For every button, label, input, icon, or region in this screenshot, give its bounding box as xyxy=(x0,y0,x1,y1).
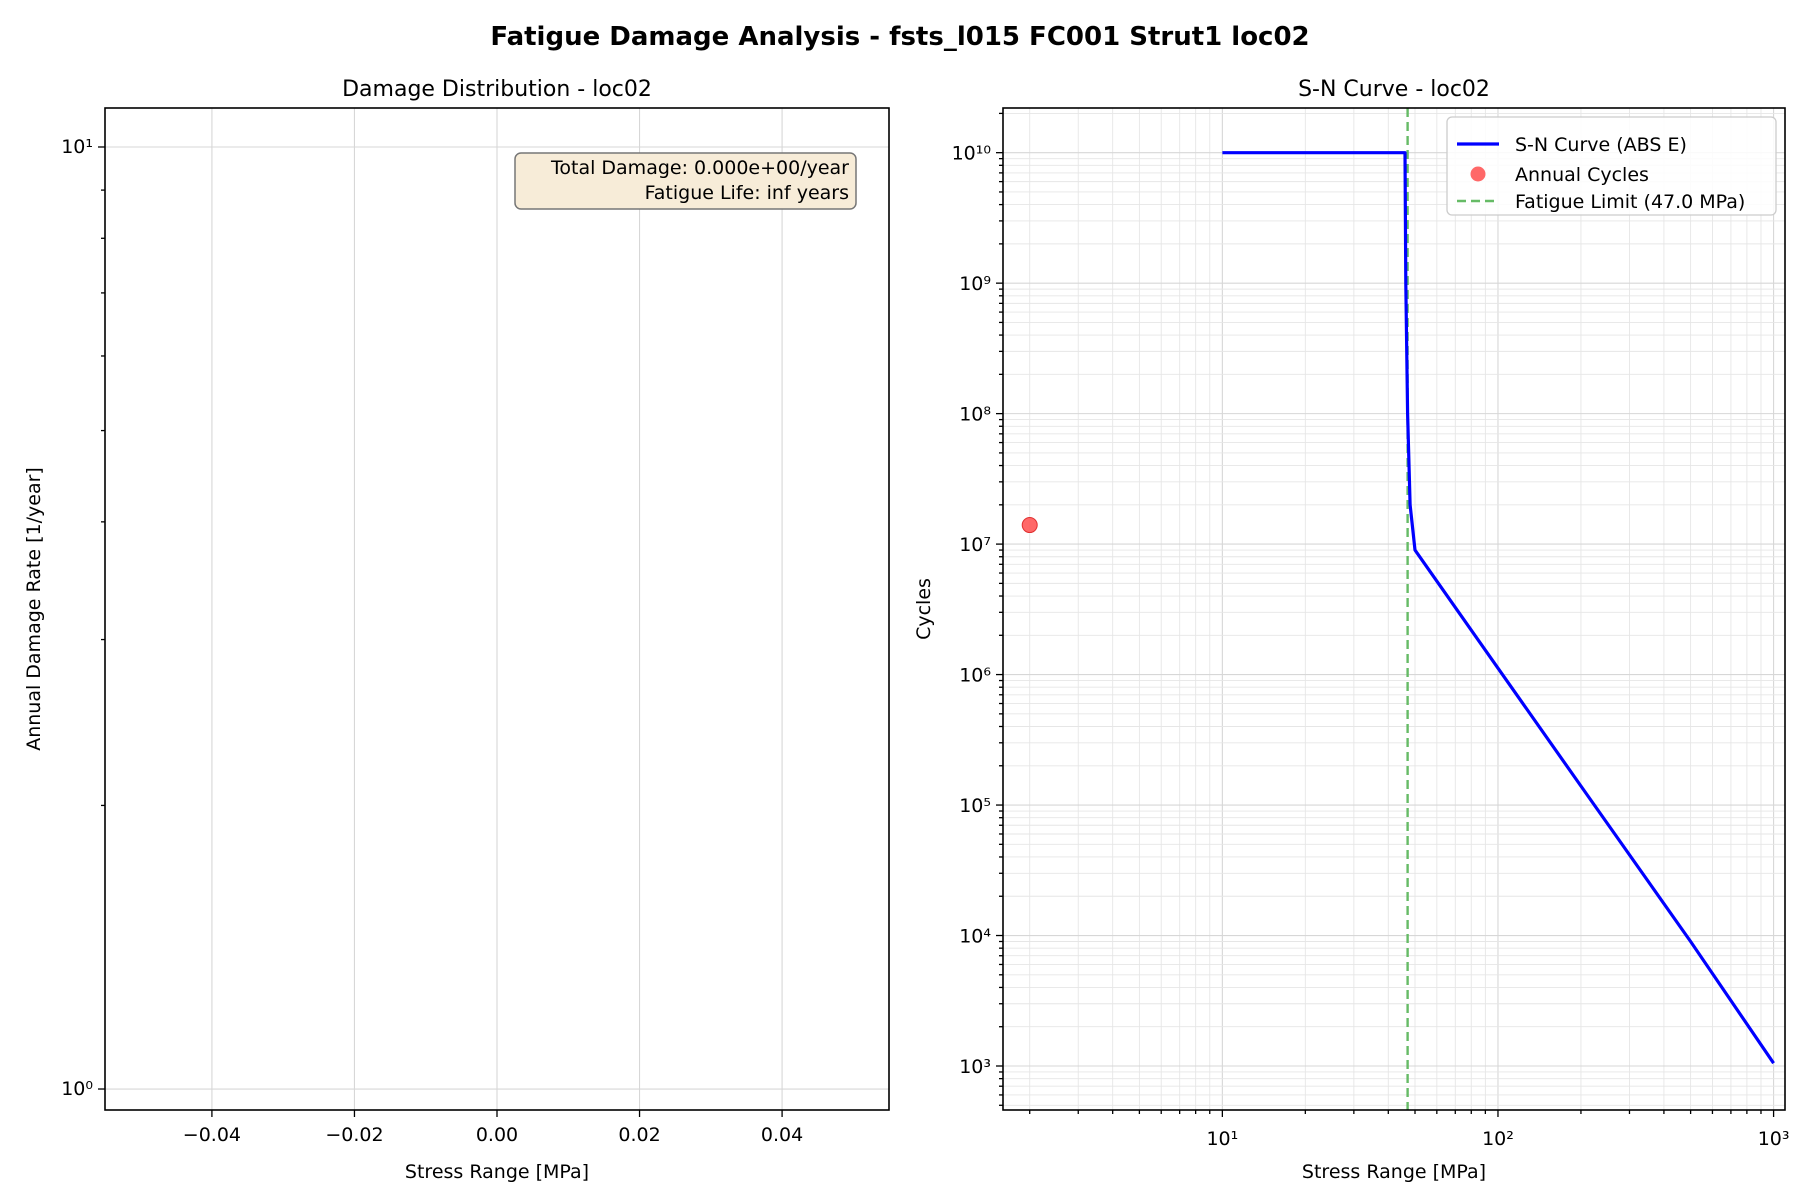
sn-y-tick-label: 10⁴ xyxy=(959,926,991,948)
legend-fatigue-limit-label: Fatigue Limit (47.0 MPa) xyxy=(1515,191,1745,213)
damage-plot-frame xyxy=(104,107,890,1111)
sn-panel-title: S-N Curve - loc02 xyxy=(1298,77,1490,102)
damage-y-tick-label: 10⁰ xyxy=(61,1078,93,1100)
sn-legend: S-N Curve (ABS E) Annual Cycles Fatigue … xyxy=(1446,116,1777,216)
damage-summary-box: Total Damage: 0.000e+00/year Fatigue Lif… xyxy=(514,152,857,210)
sn-y-tick-label: 10⁹ xyxy=(959,273,991,295)
sn-x-axis-label: Stress Range [MPa] xyxy=(1302,1161,1486,1183)
sn-y-tick-label: 10⁶ xyxy=(959,665,991,687)
damage-x-tick-label: 0.02 xyxy=(618,1124,660,1146)
damage-axis-ticks: −0.04 −0.02 0.00 0.02 0.04 10⁰ 10¹ xyxy=(61,136,803,1146)
sn-y-tick-label: 10⁵ xyxy=(959,795,991,817)
legend-annual-cycles-label: Annual Cycles xyxy=(1515,164,1649,186)
sn-y-tick-label: 10⁸ xyxy=(959,404,991,426)
damage-y-axis-label: Annual Damage Rate [1/year] xyxy=(23,467,45,751)
legend-background xyxy=(1446,116,1777,216)
damage-x-tick-label: 0.00 xyxy=(476,1124,518,1146)
figure-title: Fatigue Damage Analysis - fsts_l015 FC00… xyxy=(490,22,1309,52)
sn-curve-line xyxy=(1222,151,1775,1065)
damage-grid xyxy=(105,108,889,1110)
fatigue-life-text: Fatigue Life: inf years xyxy=(645,182,849,204)
damage-summary-background xyxy=(514,152,857,210)
damage-x-tick-label: −0.04 xyxy=(183,1124,241,1146)
damage-y-tick-label: 10¹ xyxy=(61,136,93,158)
sn-grid xyxy=(1003,108,1785,1110)
sn-series xyxy=(1021,108,1775,1110)
sn-y-axis-label: Cycles xyxy=(913,578,935,640)
legend-sn-curve-label: S-N Curve (ABS E) xyxy=(1515,134,1687,156)
sn-x-tick-label: 10² xyxy=(1482,1128,1514,1150)
sn-curve-panel: 10¹ 10² 10³ 10³ 10⁴ 10⁵ 10⁶ 10⁷ 10⁸ 10⁹ 10¹⁰ S-N C… xyxy=(913,77,1789,1183)
legend-annual-cycles-swatch xyxy=(1470,166,1486,182)
total-damage-text: Total Damage: 0.000e+00/year xyxy=(550,157,849,179)
damage-distribution-panel: −0.04 −0.02 0.00 0.02 0.04 10⁰ 10¹ Damage Dist… xyxy=(23,77,890,1183)
annual-cycles-point xyxy=(1021,517,1038,534)
sn-y-tick-label: 10¹⁰ xyxy=(952,143,991,165)
sn-y-tick-label: 10³ xyxy=(959,1056,991,1078)
damage-x-tick-label: −0.02 xyxy=(325,1124,383,1146)
sn-y-tick-label: 10⁷ xyxy=(959,534,991,556)
sn-x-tick-label: 10³ xyxy=(1758,1128,1790,1150)
sn-x-tick-label: 10¹ xyxy=(1206,1128,1238,1150)
sn-plot-frame xyxy=(1002,107,1786,1111)
damage-x-tick-label: 0.04 xyxy=(761,1124,803,1146)
damage-x-axis-label: Stress Range [MPa] xyxy=(405,1161,589,1183)
damage-panel-title: Damage Distribution - loc02 xyxy=(342,77,652,102)
